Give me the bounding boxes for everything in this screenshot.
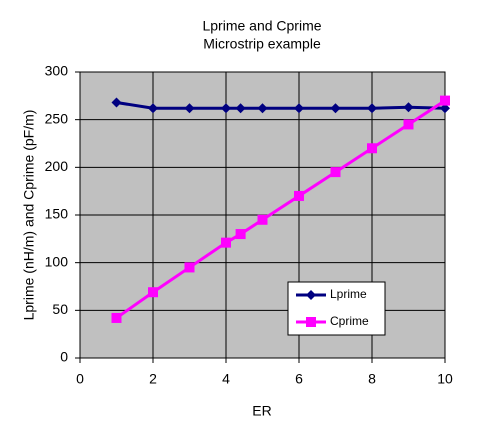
chart-title: Lprime and Cprime [202,18,321,34]
x-tick-label: 10 [437,371,453,387]
y-tick-label: 50 [52,301,68,317]
marker [294,190,304,201]
marker [440,95,450,106]
marker [235,229,246,240]
legend-box [287,281,386,336]
y-tick-label: 150 [45,206,69,222]
marker [403,119,414,130]
y-tick-label: 200 [45,158,69,174]
chart-subtitle: Microstrip example [203,36,321,52]
x-tick-label: 8 [368,371,376,387]
marker [184,262,195,273]
marker [367,103,377,114]
y-tick-label: 250 [45,110,69,126]
y-tick-label: 0 [60,349,68,365]
y-tick-label: 100 [45,253,69,269]
marker [235,103,246,114]
legend-label: Lprime [330,287,367,301]
marker [440,103,450,114]
x-tick-label: 2 [149,371,157,387]
marker [221,103,231,114]
x-tick-label: 6 [295,371,303,387]
marker [257,103,268,114]
plot-border [79,71,446,359]
marker [148,287,158,298]
legend-marker [306,290,316,300]
marker [330,167,341,178]
marker [184,103,195,114]
marker [148,103,158,114]
marker [221,237,231,248]
x-tick-label: 4 [222,371,230,387]
legend-label: Cprime [330,314,369,328]
y-tick-label: 300 [45,63,69,79]
marker [257,214,268,225]
legend-marker [306,317,316,327]
marker [111,312,122,323]
x-tick-label: 0 [76,371,84,387]
marker [294,103,304,114]
y-axis-label: Lprime (nH/m) and Cprime (pF/m) [21,110,37,321]
marker [367,143,377,154]
marker [330,103,341,114]
marker [111,97,122,108]
x-axis-label: ER [252,403,271,419]
marker [403,102,414,113]
